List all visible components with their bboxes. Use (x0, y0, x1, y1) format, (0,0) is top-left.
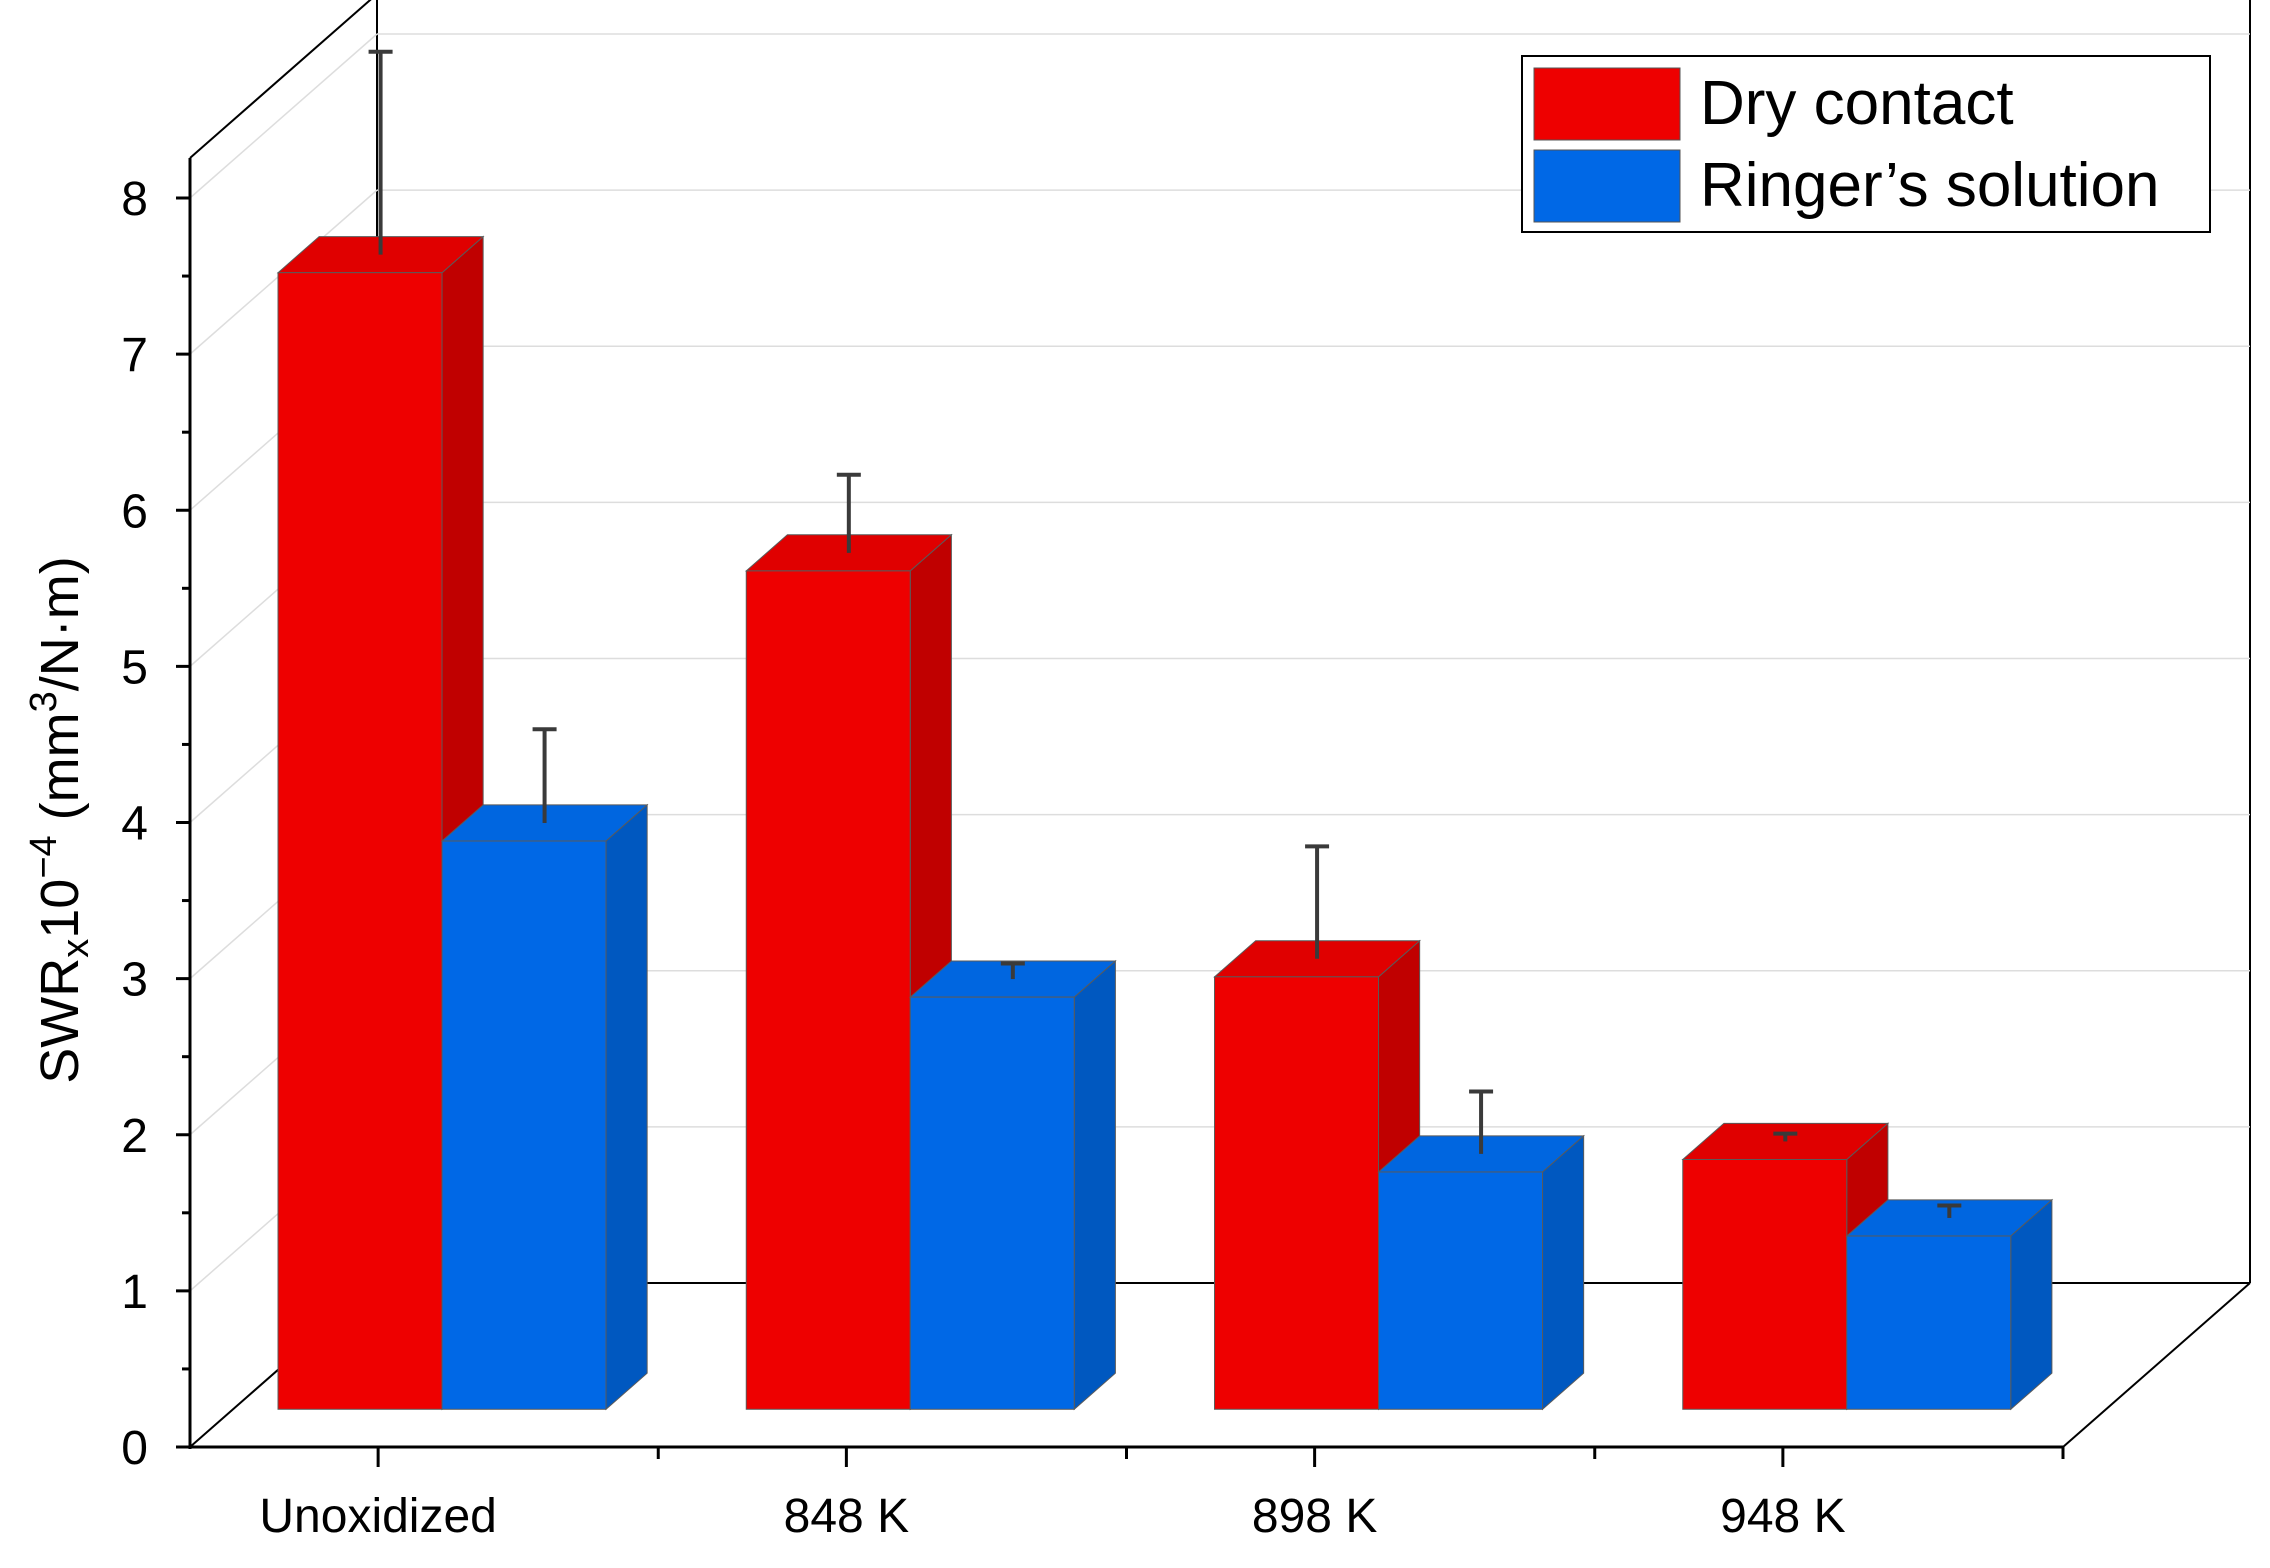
bar-dry-contact-848-k-front (745, 570, 911, 1410)
bar-ringer-s-solution-948-k (1845, 1198, 2054, 1411)
y-tick-labels: 0 1 2 3 4 5 6 7 8 (121, 173, 148, 1475)
y-tick-label: 1 (121, 1266, 148, 1319)
x-tick-label-unoxidized: Unoxidized (259, 1490, 496, 1543)
legend-label-dry-contact: Dry contact (1700, 69, 2014, 138)
x-tick-label-948-k: 948 K (1720, 1490, 1845, 1543)
y-axis-title-exp: −4 (23, 835, 65, 878)
y-tick-label: 3 (121, 954, 148, 1007)
legend: Dry contact Ringer’s solution (1521, 55, 2211, 233)
y-tick-label: 2 (121, 1110, 148, 1163)
y-tick-label: 6 (121, 485, 148, 538)
legend-swatch-ringers-solution (1533, 149, 1681, 223)
bar-ringer-s-solution-848-k-front (909, 996, 1075, 1410)
bar-ringer-s-solution-unoxidized-side (605, 803, 648, 1411)
floor-right-edge (2062, 1282, 2251, 1448)
bar-ringer-s-solution-948-k-side (2010, 1198, 2053, 1411)
bars (276, 49, 2054, 1411)
bar-ringer-s-solution-unoxidized (440, 727, 649, 1411)
legend-label-ringers-solution: Ringer’s solution (1700, 151, 2160, 220)
gridline-side-8 (189, 33, 378, 199)
bar-ringer-s-solution-898-k-side (1542, 1134, 1585, 1411)
x-tick-label-848-k: 848 K (784, 1490, 909, 1543)
y-tick-label: 4 (121, 798, 148, 851)
x-tick-labels: Unoxidized 848 K 898 K 948 K (259, 1490, 1845, 1543)
bar-ringer-s-solution-unoxidized-front (441, 840, 607, 1410)
y-tick-label: 5 (121, 641, 148, 694)
bar-ringer-s-solution-948-k-front (1846, 1235, 2012, 1410)
bar-ringer-s-solution-898-k-front (1378, 1171, 1544, 1410)
y-axis-title-unit-open: (mm (30, 712, 90, 835)
y-tick-label: 7 (121, 329, 148, 382)
y-axis-title: SWRx10−4 (mm3/N·m) (23, 556, 97, 1083)
y-tick-label: 8 (121, 173, 148, 226)
y-axis-title-unit-exp: 3 (23, 691, 65, 712)
x-tick-label-898-k: 898 K (1252, 1490, 1377, 1543)
bar-ringer-s-solution-848-k (908, 959, 1117, 1411)
axes (176, 158, 2065, 1467)
bar-dry-contact-948-k-front (1682, 1158, 1848, 1410)
bar-dry-contact-848-k (744, 472, 953, 1411)
bar-dry-contact-unoxidized-front (277, 272, 443, 1410)
legend-swatch-dry-contact (1533, 67, 1681, 141)
side-wall-top-edge (189, 0, 372, 159)
y-tick-label: 0 (121, 1422, 148, 1475)
bar-dry-contact-898-k-front (1214, 976, 1380, 1410)
y-axis-title-sub: x (55, 939, 97, 958)
bar-ringer-s-solution-898-k (1377, 1089, 1585, 1411)
y-axis-title-mult: 10 (30, 879, 90, 939)
y-axis-title-main: SWR (30, 958, 90, 1084)
bar-ringer-s-solution-848-k-side (1073, 959, 1116, 1411)
y-axis-title-unit-close: /N·m) (30, 556, 90, 691)
